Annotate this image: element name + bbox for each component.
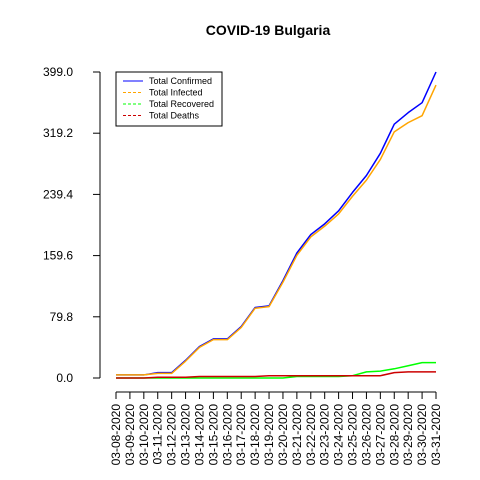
x-tick-label: 03-31-2020 [429,404,443,466]
x-tick-label: 03-10-2020 [137,404,151,466]
x-tick-label: 03-27-2020 [373,404,387,466]
y-axis: 0.0 79.8 159.6 239.4 319.2 399.0 [43,65,101,385]
x-tick-label: 03-28-2020 [387,404,401,466]
x-tick-label: 03-18-2020 [248,404,262,466]
x-tick-label: 03-19-2020 [262,404,276,466]
legend-label: Total Infected [149,88,203,98]
x-tick-label: 03-14-2020 [192,404,206,466]
legend-label: Total Recovered [149,99,214,109]
legend-label: Total Confirmed [149,76,212,86]
x-tick-label: 03-22-2020 [304,404,318,466]
series-line-total-infected [116,84,437,376]
x-tick-label: 03-16-2020 [220,404,234,466]
x-tick-label: 03-30-2020 [415,404,429,466]
series-line-total-deaths [116,371,436,379]
x-tick-label: 03-13-2020 [179,404,193,466]
x-tick-label: 03-08-2020 [109,404,123,466]
x-tick-label: 03-23-2020 [318,404,332,466]
y-tick-label: 239.4 [43,187,73,201]
x-tick-label: 03-26-2020 [359,404,373,466]
x-tick-label: 03-20-2020 [276,404,290,466]
series-line-total-recovered [116,361,436,379]
y-tick-label: 159.6 [43,249,73,263]
x-tick-label: 03-15-2020 [206,404,220,466]
x-tick-label: 03-29-2020 [401,404,415,466]
x-tick-label: 03-11-2020 [151,404,165,465]
x-tick-label: 03-25-2020 [346,404,360,466]
x-tick-label: 03-12-2020 [165,404,179,466]
series-lines [116,71,437,379]
y-tick-label: 0.0 [56,371,73,385]
y-tick-label: 319.2 [43,126,73,140]
x-tick-label: 03-21-2020 [290,404,304,466]
x-tick-label: 03-24-2020 [332,404,346,466]
y-tick-label: 79.8 [50,310,74,324]
x-tick-label: 03-17-2020 [234,404,248,466]
y-tick-label: 399.0 [43,65,73,79]
x-axis: 03-08-2020 03-09-2020 03-10-2020 03-11-2020… [109,391,443,466]
legend-label: Total Deaths [149,111,200,121]
x-tick-label: 03-09-2020 [123,404,137,466]
chart-title: COVID-19 Bulgaria [206,22,331,38]
